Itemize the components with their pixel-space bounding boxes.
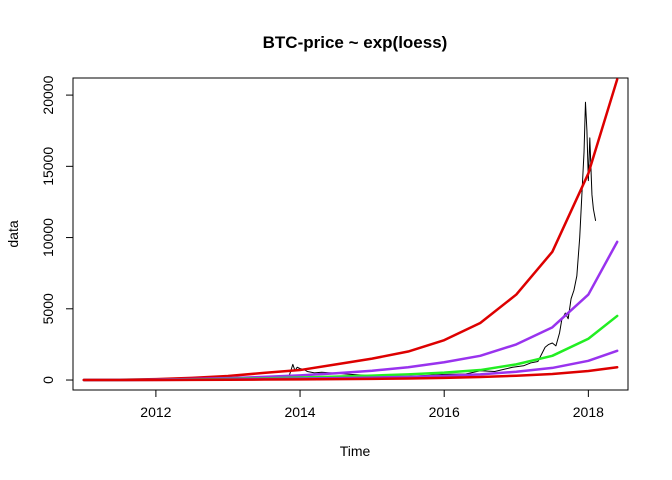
y-tick-label: 10000 (40, 218, 56, 257)
x-axis-label: Time (340, 443, 371, 459)
y-tick-label: 5000 (40, 293, 56, 324)
x-tick-label: 2012 (140, 404, 171, 420)
x-tick-label: 2014 (284, 404, 315, 420)
series-line-6 (82, 365, 619, 382)
chart-title: BTC-price ~ exp(loess) (263, 33, 448, 52)
series-line-1 (83, 101, 597, 381)
x-tick-label: 2018 (573, 404, 604, 420)
series-layer (82, 78, 619, 382)
y-tick-label: 20000 (40, 75, 56, 114)
y-axis: 0 5000 10000 15000 20000 (40, 75, 73, 384)
x-axis: 2012 2014 2016 2018 (140, 390, 604, 420)
x-tick-label: 2016 (429, 404, 460, 420)
y-tick-label: 0 (40, 376, 56, 384)
y-axis-label: data (5, 220, 21, 247)
plot-area-frame (72, 77, 629, 391)
y-tick-label: 15000 (40, 147, 56, 186)
